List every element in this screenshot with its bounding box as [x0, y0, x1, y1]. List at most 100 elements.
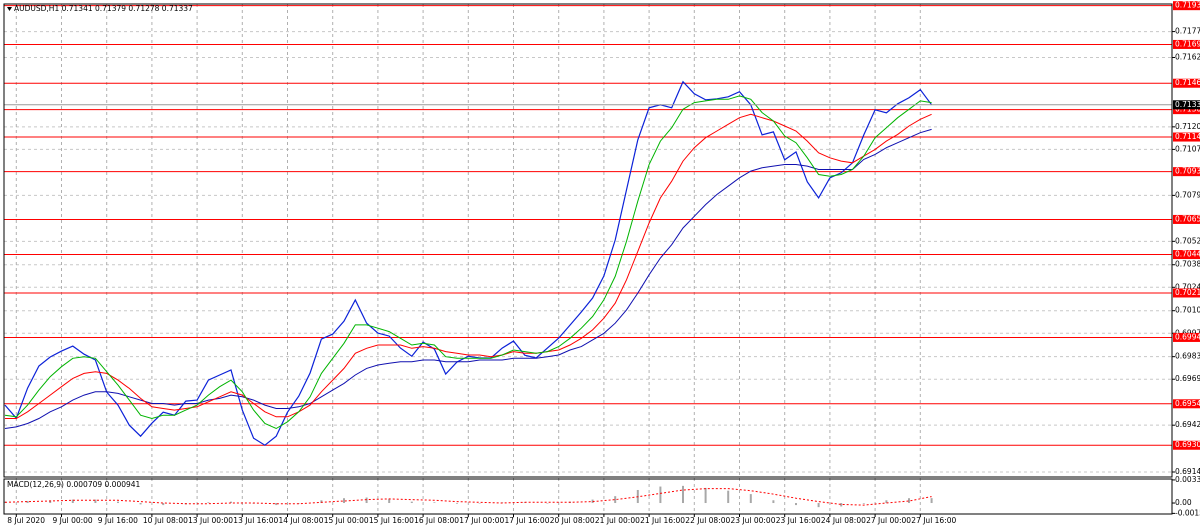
moving-average	[4, 128, 932, 429]
level-label: 0.71466	[1175, 78, 1200, 87]
macd-bar	[26, 500, 29, 504]
x-tick-label: 21 Jul 00:00	[595, 516, 640, 525]
level-label: 0.69945	[1175, 332, 1200, 341]
x-tick-label: 27 Jul 16:00	[911, 516, 956, 525]
x-tick-label: 20 Jul 08:00	[550, 516, 595, 525]
x-tick-label: 24 Jul 08:00	[821, 516, 866, 525]
macd-bar	[682, 485, 684, 504]
level-label-box	[1173, 78, 1200, 88]
x-tick-label: 9 Jul 16:00	[98, 516, 138, 525]
x-tick-label: 14 Jul 08:00	[279, 516, 324, 525]
macd-bar	[71, 499, 74, 504]
menu-arrow[interactable]	[7, 7, 12, 11]
y-tick-label: 0.71775	[1175, 27, 1200, 36]
x-tick-label: 15 Jul 16:00	[369, 516, 414, 525]
level-label: 0.71698	[1175, 39, 1200, 48]
level-label: 0.71144	[1175, 132, 1200, 141]
macd-bar	[410, 501, 413, 504]
macd-bar	[4, 501, 6, 504]
macd-bar	[139, 503, 142, 505]
level-label: 0.70651	[1175, 214, 1200, 223]
moving-average	[4, 95, 932, 430]
level-label-box	[1173, 332, 1200, 342]
y-tick-label: 0.70795	[1175, 190, 1200, 199]
level-label: 0.70211	[1175, 288, 1200, 297]
macd-bar	[885, 500, 888, 504]
x-tick-label: 16 Jul 08:00	[414, 516, 459, 525]
macd-bar	[546, 503, 549, 504]
macd-bar	[862, 503, 865, 504]
macd-bar	[365, 497, 368, 504]
x-tick-label: 8 Jul 2020	[7, 516, 45, 525]
macd-bar	[320, 500, 323, 504]
x-tick-label: 22 Jul 08:00	[685, 516, 730, 525]
macd-bar	[343, 498, 345, 504]
macd-bar	[207, 502, 210, 504]
level-label-box	[1173, 132, 1200, 142]
level-label-box	[1173, 39, 1200, 49]
level-label: 0.69548	[1175, 399, 1200, 408]
signal-line	[4, 488, 932, 506]
macd-bar	[94, 499, 97, 504]
x-tick-label: 23 Jul 00:00	[731, 516, 776, 525]
y-tick-label: -0.00151	[1175, 508, 1200, 517]
macd-bar	[456, 503, 458, 504]
macd-bar	[275, 503, 278, 506]
y-tick-label: 0.70245	[1175, 282, 1200, 291]
macd-bar	[117, 501, 119, 504]
macd-bar	[162, 503, 165, 506]
level-label-box	[1173, 1, 1200, 11]
macd-bar	[478, 503, 481, 504]
x-tick-label: 9 Jul 00:00	[53, 516, 93, 525]
x-tick-label: 15 Jul 00:00	[324, 516, 369, 525]
last-price-label: 0.71337	[1175, 100, 1200, 109]
macd-bar	[388, 498, 391, 504]
level-label: 0.70937	[1175, 167, 1200, 176]
y-tick-label: 0.00	[1175, 498, 1192, 507]
macd-bar	[704, 487, 707, 504]
level-label-box	[1173, 440, 1200, 450]
macd-bar	[230, 501, 232, 504]
y-tick-label: 0.71205	[1175, 122, 1200, 131]
y-tick-label: 0.003364	[1175, 475, 1200, 484]
grid	[4, 4, 1172, 514]
level-label-box	[1173, 250, 1200, 260]
chart-title: AUDUSD,H1 0.71341 0.71379 0.71278 0.7133…	[14, 4, 193, 13]
x-tick-label: 23 Jul 16:00	[776, 516, 821, 525]
macd-bar	[49, 500, 52, 504]
moving-average	[5, 113, 932, 419]
x-tick-label: 13 Jul 16:00	[233, 516, 278, 525]
macd-bar	[908, 498, 910, 504]
macd-bar	[840, 503, 843, 507]
macd-bar	[795, 503, 797, 506]
x-tick-label: 27 Jul 00:00	[866, 516, 911, 525]
macd-bar	[659, 486, 662, 504]
y-tick-label: 0.69695	[1175, 374, 1200, 383]
x-tick-label: 17 Jul 16:00	[505, 516, 550, 525]
level-label-box	[1173, 105, 1200, 115]
macd-bar	[930, 498, 933, 504]
y-tick-label: 0.70105	[1175, 306, 1200, 315]
main-panel-frame	[3, 3, 1173, 478]
level-label-box	[1173, 214, 1200, 224]
x-tick-label: 17 Jul 00:00	[459, 516, 504, 525]
macd-panel-frame	[3, 478, 1173, 515]
macd-bar	[727, 490, 730, 504]
macd-bar	[772, 500, 775, 504]
macd-title: MACD(12,26,9) 0.000709 0.000941	[7, 480, 141, 489]
macd-bar	[433, 502, 436, 504]
plot	[4, 5, 1172, 508]
y-tick-label: 0.69140	[1175, 467, 1200, 476]
x-tick-label: 21 Jul 16:00	[640, 516, 685, 525]
x-tick-label: 13 Jul 00:00	[188, 516, 233, 525]
